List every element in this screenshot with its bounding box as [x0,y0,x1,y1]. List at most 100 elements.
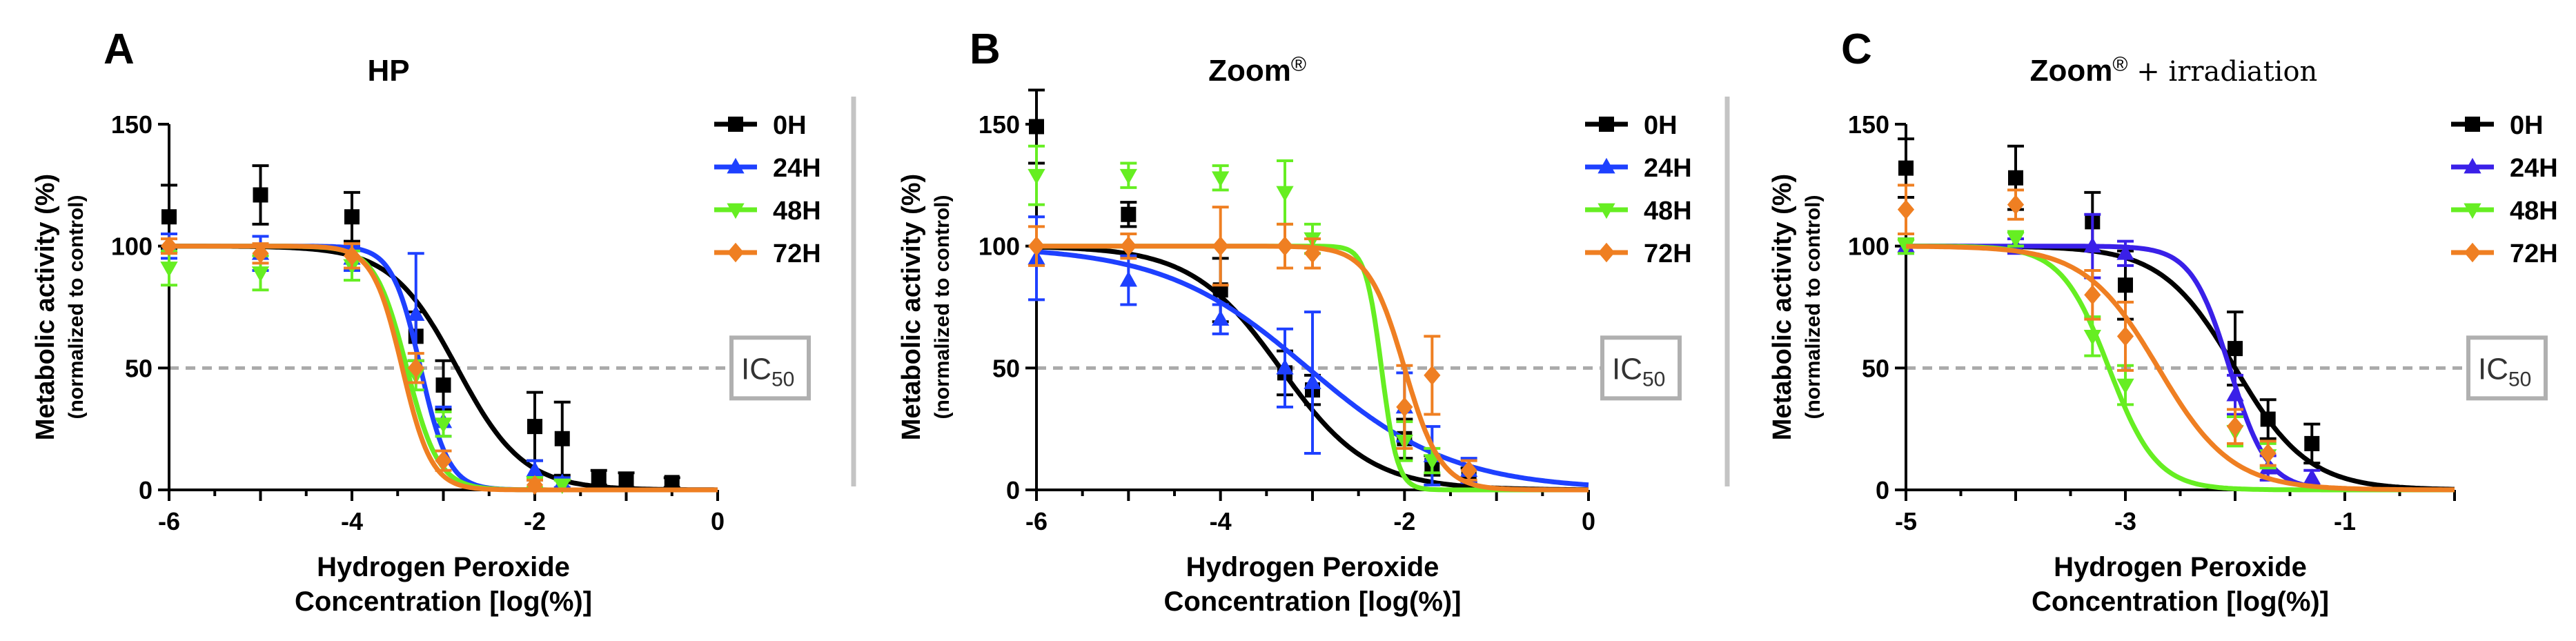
data-point [344,209,360,225]
data-point [434,417,453,433]
data-point [1212,236,1229,256]
ic50-label: IC50 [1612,352,1665,391]
data-point [1898,160,1914,176]
x-axis-sublabel: Concentration [log(%)] [2032,586,2329,617]
data-point [1276,236,1294,256]
data-point [1897,199,1915,219]
chart-title-superscript: ® [2112,53,2127,76]
y-tick-label: 100 [1848,233,1889,261]
chart-title-main: HP [367,54,409,88]
chart-title: Zoom® [1208,53,1306,88]
data-point [527,419,542,435]
legend-marker-72h [2464,242,2481,263]
legend-marker-0h [728,117,743,132]
x-tick-label: -3 [2114,507,2136,535]
data-point [554,431,570,446]
legend-label: 72H [2510,239,2558,268]
y-tick-label: 0 [1006,476,1020,504]
legend-marker-24h [727,157,745,174]
data-point [252,243,269,264]
panel-letter: A [104,26,135,73]
data-point [2226,386,2244,402]
panel-letter: B [970,26,1001,73]
ic50-label-subscript: 50 [771,368,794,391]
ic50-label-text: IC [1612,352,1642,386]
data-point [2260,411,2276,427]
data-point [526,475,544,495]
data-point [1029,119,1044,135]
legend-label: 24H [2510,154,2558,183]
x-axis-sublabel: Concentration [log(%)] [1163,586,1461,617]
y-axis-label: Metabolic activity (%) [31,174,60,440]
data-point [1120,236,1137,256]
legend-label: 24H [773,154,821,183]
legend-label: 72H [1644,239,1692,268]
chart-title: HP [367,54,409,88]
y-axis-label: Metabolic activity (%) [1768,174,1797,440]
ic50-label-text: IC [2478,352,2508,386]
data-point [2007,195,2025,215]
data-point [1028,168,1045,185]
series-0h: 0H [1898,111,2544,492]
data-point [2303,469,2321,484]
x-tick-label: -2 [524,507,546,535]
data-point [251,266,270,282]
y-tick-label: 150 [979,110,1020,139]
chart-title-extra: + irradiation [2128,56,2318,88]
y-axis-label: Metabolic activity (%) [897,174,926,440]
chart-title-main: Zoom [1208,54,1291,88]
series-72h: 72H [1028,206,1692,493]
y-tick-label: 50 [1862,354,1889,382]
legend-label: 72H [773,239,821,268]
data-point [253,187,268,203]
y-tick-label: 100 [111,233,153,261]
legend-label: 48H [2510,197,2558,226]
y-tick-label: 150 [1848,110,1889,139]
data-point [1424,365,1441,386]
data-point [618,472,634,488]
series-48h: 48H [1028,144,1692,493]
x-tick-label: -6 [158,507,180,535]
data-point [2083,330,2101,346]
series-72h: 72H [160,236,821,495]
ic50-label-text: IC [741,352,771,386]
data-point [160,236,178,256]
data-point [1119,168,1137,185]
x-tick-label: 0 [711,507,725,535]
data-point [435,451,452,471]
x-axis-label: Hydrogen Peroxide [317,552,570,582]
ic50-label-box [1600,335,1682,401]
data-point [1304,243,1321,264]
x-tick-label: -1 [2334,507,2356,535]
data-point [161,209,177,225]
y-axis-sublabel: (normalized to control) [1802,195,1825,420]
x-axis-label: Hydrogen Peroxide [1186,552,1439,582]
legend-marker-0h [2465,117,2480,132]
x-tick-label: -2 [1393,507,1415,535]
data-point [1276,186,1294,202]
data-point [2116,326,2134,346]
data-point [2226,416,2244,437]
data-point [591,470,607,486]
legend-label: 48H [1644,197,1692,226]
x-tick-label: -6 [1025,507,1048,535]
data-point [160,262,178,277]
y-tick-label: 50 [992,354,1020,382]
data-point [2116,378,2134,395]
x-tick-label: -4 [1210,507,1232,535]
data-point [407,358,424,378]
y-axis-sublabel: (normalized to control) [65,195,88,420]
chart-title-main: Zoom [2030,54,2113,88]
legend-marker-48h [1597,203,1615,219]
data-point [553,478,571,495]
series-24h: 24H [1897,154,2558,493]
legend-marker-72h [727,242,745,263]
legend-label: 24H [1644,154,1692,183]
data-point [2118,277,2133,293]
data-point [2304,435,2320,451]
data-point [2083,237,2101,253]
chart-panel-a: A HP Metabolic activity (%) (normalized to … [31,26,821,617]
legend-marker-72h [1597,242,1615,263]
legend-label: 48H [773,197,821,226]
